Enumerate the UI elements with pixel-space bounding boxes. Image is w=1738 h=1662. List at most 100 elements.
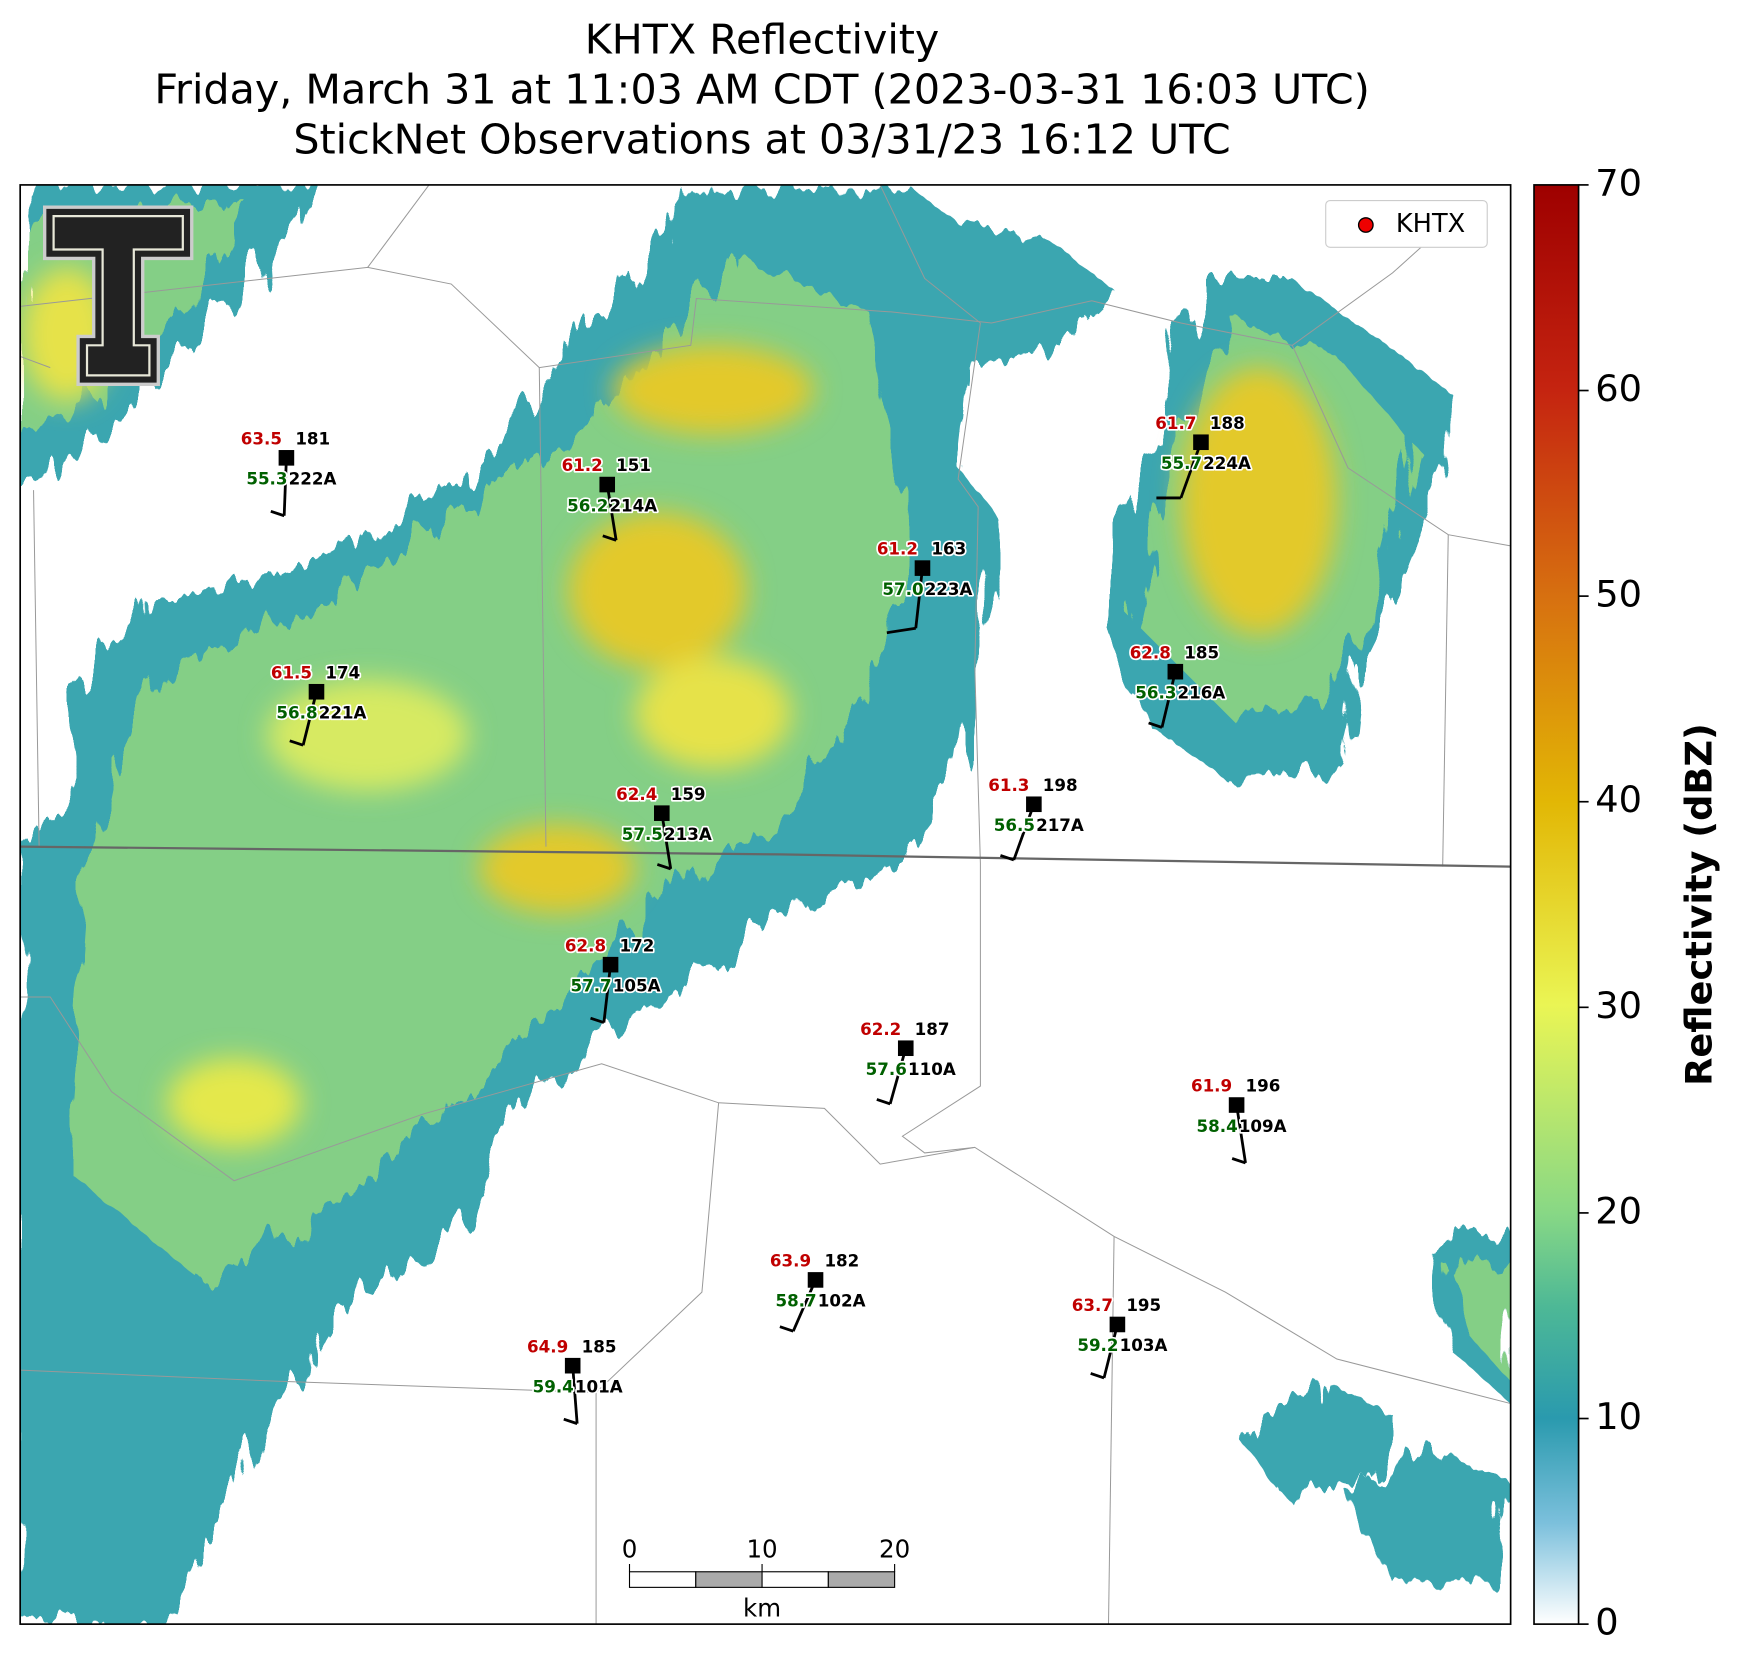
wind-barb-flag bbox=[602, 534, 617, 542]
title-block: KHTX Reflectivity Friday, March 31 at 11… bbox=[154, 15, 1369, 163]
logo bbox=[43, 205, 194, 386]
county-borders bbox=[20, 184, 1511, 1625]
wind-barb-flag bbox=[656, 863, 672, 871]
wind-barb-flag bbox=[886, 626, 916, 635]
temperature: 62.4 bbox=[616, 784, 657, 804]
station-marker bbox=[1026, 796, 1042, 813]
wind-barb bbox=[1012, 803, 1036, 861]
station-marker bbox=[564, 1357, 581, 1374]
scale-segment bbox=[761, 1571, 829, 1588]
wind-barb bbox=[1102, 1324, 1119, 1379]
station-id: 105A bbox=[613, 975, 661, 995]
wind-barb-flag bbox=[1148, 721, 1163, 729]
wind-barb bbox=[914, 567, 924, 629]
station-id: 109A bbox=[1239, 1116, 1287, 1136]
wind-barb bbox=[602, 964, 612, 1023]
station: 63.7 195 59.2 103A bbox=[1070, 1293, 1169, 1380]
dewpoint: 57.5 bbox=[622, 824, 663, 844]
temperature: 63.7 bbox=[1072, 1295, 1113, 1315]
station-marker bbox=[308, 683, 325, 700]
station-id: 216A bbox=[1178, 682, 1226, 702]
temperature: 61.5 bbox=[271, 662, 312, 682]
colorbar-tick-label: 60 bbox=[1595, 367, 1642, 410]
station: 62.2 187 57.6 110A bbox=[858, 1017, 957, 1106]
colorbar-label: Reflectivity (dBZ) bbox=[1678, 723, 1721, 1086]
station-marker bbox=[914, 560, 931, 576]
colorbar: Reflectivity (dBZ) 0 10 20 30 40 50 60 70 bbox=[1533, 161, 1721, 1644]
scale-bar: km 0 10 20 bbox=[622, 1535, 911, 1623]
pressure: 187 bbox=[915, 1019, 950, 1039]
station-marker bbox=[599, 476, 616, 493]
scale-segment bbox=[827, 1571, 896, 1588]
station: 63.5 181 55.3 222A bbox=[239, 427, 338, 518]
dewpoint: 56.2 bbox=[567, 495, 608, 515]
temperature: 62.2 bbox=[860, 1019, 901, 1039]
station-id: 223A bbox=[925, 579, 973, 599]
wind-barb bbox=[571, 1365, 579, 1424]
temperature: 64.9 bbox=[527, 1336, 568, 1356]
colorbar-tick-label: 70 bbox=[1595, 161, 1642, 204]
scale-tick-label: 0 bbox=[622, 1535, 638, 1564]
station-marker bbox=[278, 450, 295, 466]
wind-barb-flag bbox=[270, 509, 285, 518]
dewpoint: 55.7 bbox=[1161, 453, 1202, 473]
station-id: 101A bbox=[575, 1376, 623, 1396]
station-id: 110A bbox=[908, 1059, 956, 1079]
dewpoint: 58.7 bbox=[775, 1291, 816, 1311]
pressure: 163 bbox=[931, 539, 966, 559]
wind-barb-flag bbox=[563, 1417, 578, 1425]
temperature: 62.8 bbox=[1130, 642, 1171, 662]
pressure: 182 bbox=[824, 1251, 859, 1271]
station-marker bbox=[1228, 1097, 1245, 1113]
pressure: 174 bbox=[325, 662, 360, 682]
colorbar-tick-label: 40 bbox=[1595, 778, 1642, 821]
pressure: 185 bbox=[1184, 642, 1219, 662]
station: 62.8 185 56.3 216A bbox=[1128, 641, 1227, 729]
temperature: 62.8 bbox=[565, 935, 606, 955]
scale-tick-label: 10 bbox=[746, 1535, 777, 1564]
legend: KHTX bbox=[1325, 199, 1488, 248]
station: 64.9 185 59.4 101A bbox=[525, 1335, 624, 1425]
temperature: 61.7 bbox=[1155, 413, 1196, 433]
wind-barb bbox=[301, 691, 318, 746]
pressure: 181 bbox=[295, 428, 330, 448]
wind-barb-flag bbox=[1231, 1157, 1246, 1165]
scale-unit: km bbox=[743, 1594, 781, 1623]
station-marker bbox=[1109, 1316, 1126, 1333]
dewpoint: 56.5 bbox=[994, 815, 1035, 835]
dewpoint: 57.7 bbox=[570, 975, 611, 995]
colorbar-bar bbox=[1533, 184, 1580, 1625]
wind-barb-flag bbox=[590, 1016, 605, 1024]
wind-barb-flag bbox=[779, 1325, 794, 1333]
stations: 63.5 181 55.3 222A 61.2 151 56.2 214A 61.2 163 57.… bbox=[239, 411, 1288, 1425]
pressure: 188 bbox=[1210, 413, 1245, 433]
wind-barb bbox=[1160, 671, 1177, 728]
dewpoint: 59.2 bbox=[1077, 1335, 1118, 1355]
radar-map: 63.5 181 55.3 222A 61.2 151 56.2 214A 61.2 163 57.… bbox=[20, 184, 1511, 1625]
station-marker bbox=[1193, 434, 1209, 451]
temperature: 61.2 bbox=[562, 455, 603, 475]
temperature: 61.2 bbox=[877, 539, 918, 559]
station-id: 213A bbox=[664, 824, 712, 844]
radar-cores bbox=[22, 267, 1337, 1148]
station: 63.9 182 58.7 102A bbox=[768, 1249, 867, 1333]
station-id: 224A bbox=[1203, 453, 1251, 473]
pressure: 159 bbox=[671, 784, 706, 804]
pressure: 198 bbox=[1043, 775, 1078, 795]
temperature: 63.5 bbox=[241, 428, 282, 448]
pressure: 172 bbox=[619, 935, 654, 955]
temperature: 61.9 bbox=[1191, 1076, 1232, 1096]
station-id: 102A bbox=[818, 1291, 866, 1311]
dewpoint: 55.3 bbox=[246, 469, 287, 489]
wind-barb bbox=[1179, 441, 1203, 499]
title-line: KHTX Reflectivity bbox=[585, 15, 940, 63]
station-id: 103A bbox=[1120, 1335, 1168, 1355]
wind-barb bbox=[605, 484, 618, 541]
station: 61.3 198 56.5 217A bbox=[987, 773, 1086, 862]
colorbar-tick-label: 50 bbox=[1595, 573, 1642, 616]
pressure: 196 bbox=[1246, 1076, 1281, 1096]
station: 61.7 188 55.7 224A bbox=[1154, 411, 1253, 500]
dewpoint: 59.4 bbox=[533, 1376, 574, 1396]
pressure: 195 bbox=[1126, 1295, 1161, 1315]
